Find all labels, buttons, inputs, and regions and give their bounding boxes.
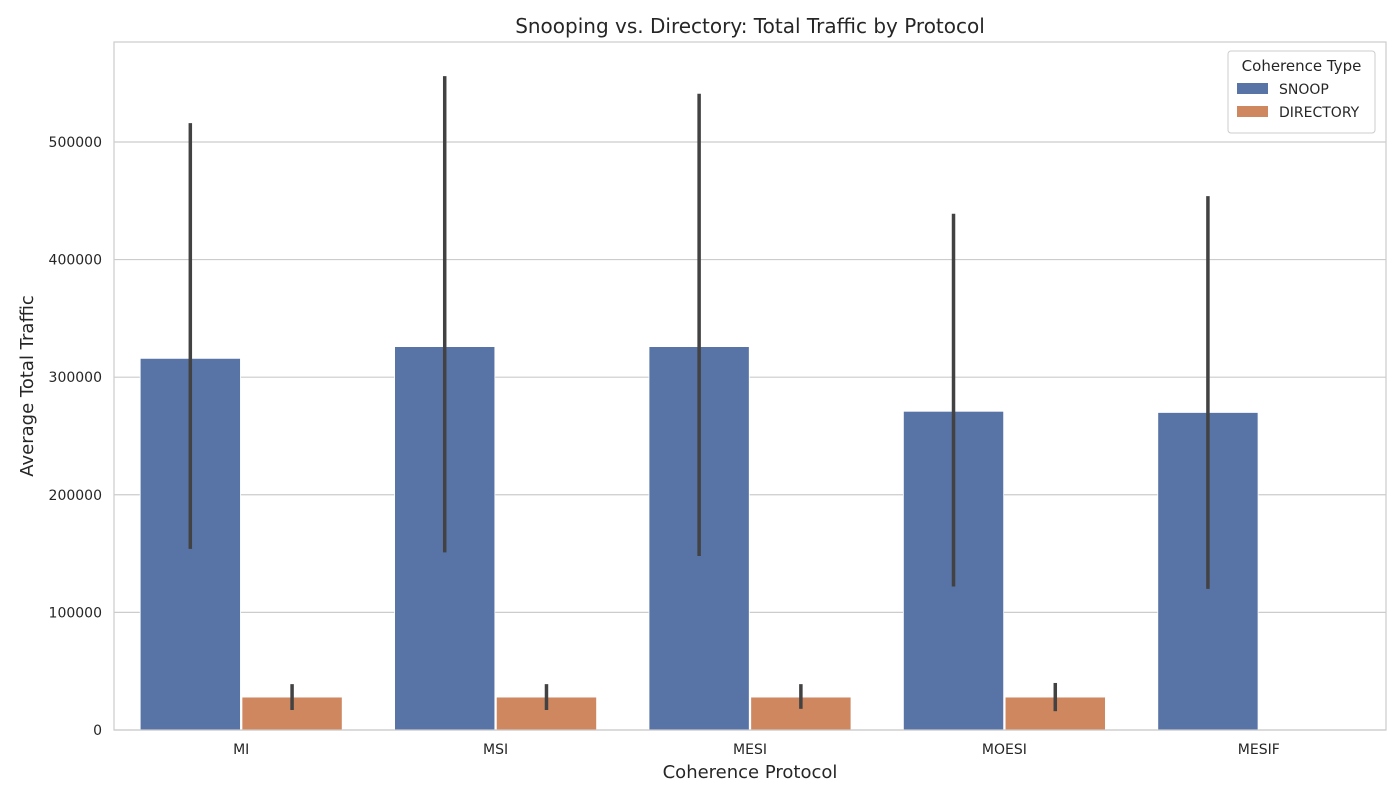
legend-items: SNOOP DIRECTORY — [1237, 82, 1360, 121]
legend-label-directory: DIRECTORY — [1279, 105, 1360, 121]
y-tick-labels: 0 100000 200000 300000 400000 500000 — [49, 135, 102, 739]
x-tick-label: MSI — [483, 742, 508, 758]
legend: Coherence Type SNOOP DIRECTORY — [1227, 50, 1376, 134]
x-tick-label: MESIF — [1238, 742, 1280, 758]
legend-swatch-directory — [1237, 106, 1268, 117]
y-tick-label: 100000 — [49, 605, 102, 621]
x-axis-title: Coherence Protocol — [663, 762, 838, 783]
legend-title: Coherence Type — [1242, 57, 1362, 75]
x-tick-label: MI — [233, 742, 249, 758]
y-tick-label: 500000 — [49, 135, 102, 151]
y-tick-label: 0 — [93, 723, 102, 739]
y-tick-label: 300000 — [49, 370, 102, 386]
plot-frame — [113, 41, 1387, 731]
x-tick-labels: MI MSI MESI MOESI MESIF — [233, 742, 1280, 758]
x-tick-label: MOESI — [982, 742, 1027, 758]
legend-swatch-snoop — [1237, 83, 1268, 94]
legend-label-snoop: SNOOP — [1279, 82, 1329, 98]
chart-title: Snooping vs. Directory: Total Traffic by… — [515, 14, 985, 38]
x-tick-label: MESI — [733, 742, 767, 758]
y-tick-label: 200000 — [49, 488, 102, 504]
y-tick-label: 400000 — [49, 253, 102, 269]
y-axis-title: Average Total Traffic — [17, 295, 38, 476]
error-bars — [188, 76, 1210, 712]
